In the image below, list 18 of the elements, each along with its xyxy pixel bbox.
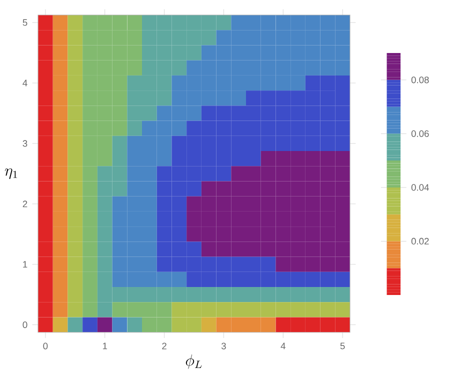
- color-bar-label: 0.04: [411, 184, 429, 191]
- x-tick-label: 0: [43, 342, 48, 350]
- y-tick-label: 1: [23, 261, 28, 268]
- x-tick-label: 5: [340, 342, 345, 350]
- y-tick-label: 2: [22, 200, 28, 208]
- x-tick-label: 1: [102, 342, 107, 350]
- x-tick-label: 4: [280, 342, 286, 350]
- y-tick-label: 5: [22, 19, 28, 26]
- y-axis-title: $\eta_1$: [4, 168, 18, 179]
- color-bar-label: 0.08: [411, 76, 429, 84]
- x-tick-label: 2: [162, 342, 166, 350]
- x-tick-label: 3: [221, 342, 226, 350]
- y-tick-label: 4: [22, 80, 28, 86]
- color-bar-label: 0.06: [411, 130, 429, 137]
- color-bar-label: 0.02: [411, 238, 429, 245]
- y-tick-label: 0: [22, 321, 28, 328]
- y-tick-label: 3: [22, 140, 28, 147]
- x-axis-title: $\phi_L$: [186, 354, 202, 369]
